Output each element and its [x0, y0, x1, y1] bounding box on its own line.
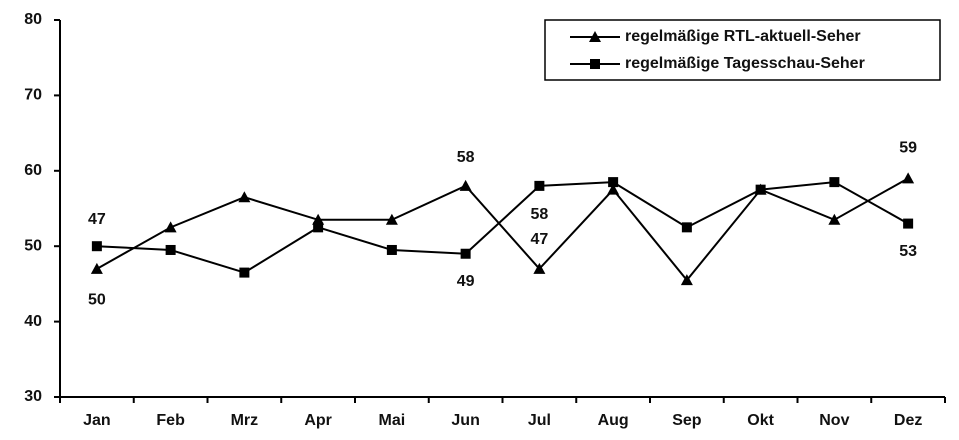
x-tick-label: Feb: [156, 412, 185, 429]
point: [608, 177, 619, 188]
x-tick-label: Apr: [304, 412, 332, 429]
x-tick-label: Dez: [894, 412, 922, 429]
point: [386, 244, 397, 255]
point: [534, 180, 545, 191]
point: [828, 213, 841, 225]
point: [459, 179, 472, 191]
x-tick-label: Jul: [528, 412, 551, 429]
y-tick-label: 80: [24, 11, 42, 28]
y-tick-label: 30: [24, 388, 42, 405]
point: [91, 241, 102, 252]
point: [238, 191, 251, 203]
data-label: 58: [530, 206, 548, 223]
point: [680, 274, 693, 286]
data-label: 50: [88, 291, 106, 308]
legend-box: [544, 19, 941, 81]
point: [607, 183, 620, 195]
y-tick-label: 40: [24, 313, 42, 330]
y-tick-label: 70: [24, 87, 42, 104]
point: [903, 218, 914, 229]
legend-label: regelmäßige Tagesschau-Seher: [625, 55, 865, 72]
y-tick-label: 50: [24, 237, 42, 254]
point: [239, 267, 250, 278]
x-tick-label: Aug: [598, 412, 629, 429]
point: [164, 221, 177, 233]
point: [165, 244, 176, 255]
point: [460, 248, 471, 259]
data-label: 47: [530, 231, 548, 248]
x-tick-label: Jan: [83, 412, 111, 429]
series-line: [96, 177, 909, 282]
legend-label: regelmäßige RTL-aktuell-Seher: [625, 28, 861, 45]
y-tick-label: 60: [24, 162, 42, 179]
x-tick-label: Okt: [747, 412, 774, 429]
data-label: 49: [457, 273, 475, 290]
point: [312, 213, 325, 225]
x-tick-label: Nov: [819, 412, 849, 429]
point: [829, 177, 840, 188]
data-label: 59: [899, 140, 917, 157]
point: [902, 172, 915, 184]
point: [755, 184, 766, 195]
point: [681, 222, 692, 233]
point: [313, 222, 324, 233]
x-tick-label: Mrz: [231, 412, 259, 429]
x-tick-label: Mai: [379, 412, 406, 429]
data-label: 58: [457, 149, 475, 166]
legend-marker: [590, 59, 600, 69]
series-line: [96, 181, 909, 274]
point: [90, 262, 103, 274]
data-label: 47: [88, 211, 106, 228]
point: [385, 213, 398, 225]
data-label: 53: [899, 243, 917, 260]
legend-marker: [589, 31, 601, 42]
point: [533, 262, 546, 274]
x-tick-label: Jun: [451, 412, 479, 429]
x-tick-label: Sep: [672, 412, 702, 429]
